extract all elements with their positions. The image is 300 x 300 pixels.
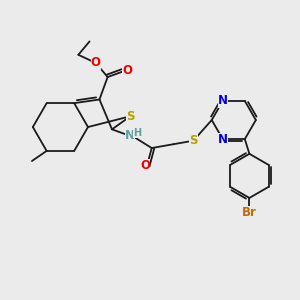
Text: N: N (125, 129, 135, 142)
Text: N: N (218, 133, 228, 146)
Text: O: O (140, 159, 150, 172)
Text: N: N (218, 94, 228, 107)
Text: S: S (126, 110, 135, 123)
Text: S: S (189, 134, 198, 147)
Text: H: H (133, 128, 141, 138)
Text: O: O (91, 56, 101, 70)
Text: O: O (123, 64, 133, 77)
Text: Br: Br (242, 206, 257, 219)
